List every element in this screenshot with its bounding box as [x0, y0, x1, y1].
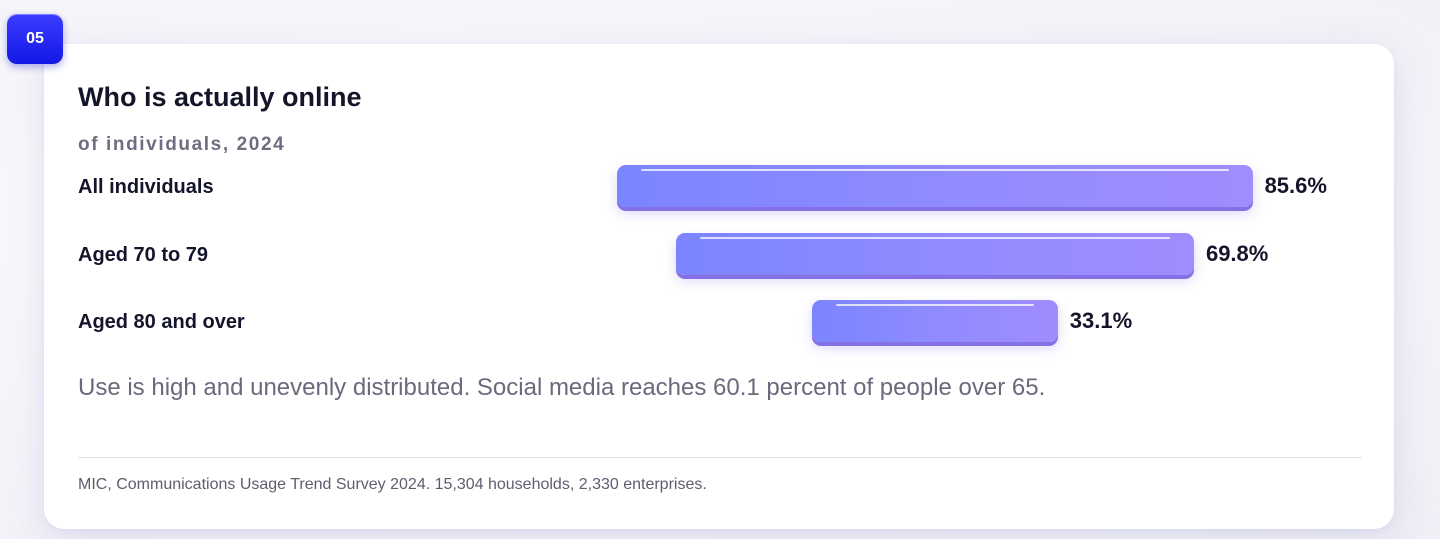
category-label: All individuals — [78, 176, 214, 198]
category-label: Aged 80 and over — [78, 311, 245, 333]
value-label: 85.6% — [1264, 173, 1327, 198]
value-label: 33.1% — [1069, 308, 1133, 333]
chart-subtitle: of individuals, 2024 — [78, 134, 286, 155]
value-label: 69.8% — [1205, 241, 1269, 266]
source-citation: MIC, Communications Usage Trend Survey 2… — [78, 476, 707, 493]
bar-row-aged-70-to-79: Aged 70 to 79 69.8% — [44, 233, 1394, 277]
chart-card: Who is actually online of individuals, 2… — [44, 44, 1394, 529]
bar-row-all-individuals: All individuals 85.6% — [44, 165, 1394, 209]
bar-aged-70-to-79 — [676, 233, 1194, 275]
chart-note: Use is high and unevenly distributed. So… — [78, 374, 1046, 401]
section-number-badge: 05 — [7, 14, 63, 64]
divider — [78, 457, 1362, 458]
bar-all-individuals — [617, 165, 1253, 207]
category-label: Aged 70 to 79 — [78, 244, 209, 266]
chart-title: Who is actually online — [78, 82, 362, 112]
bar-aged-80-and-over — [812, 300, 1058, 342]
bar-row-aged-80-and-over: Aged 80 and over 33.1% — [44, 300, 1394, 344]
